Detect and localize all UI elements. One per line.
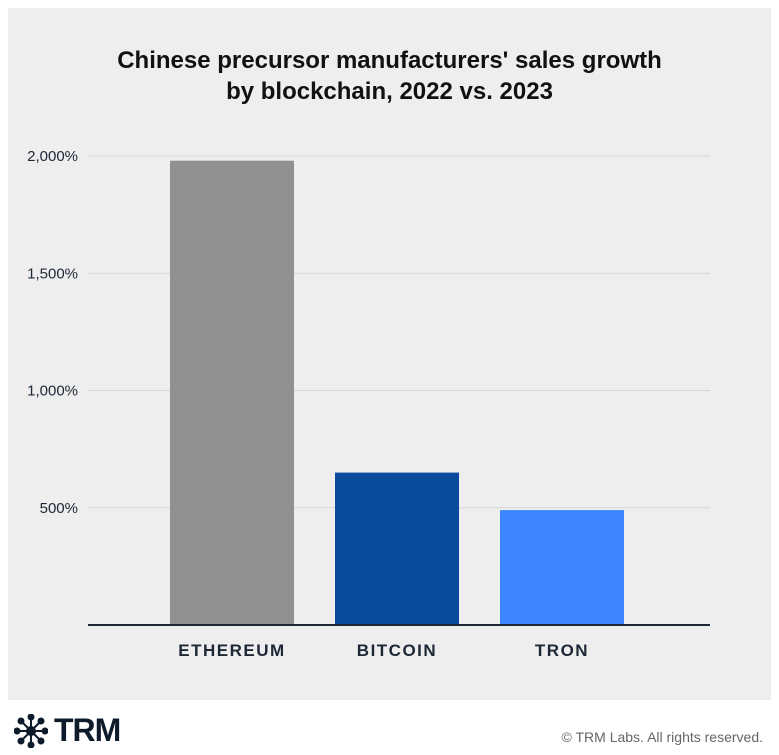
bar-tron xyxy=(500,510,624,625)
x-tick-label: TRON xyxy=(535,641,589,660)
x-tick-label: ETHEREUM xyxy=(178,641,285,660)
y-tick-label: 2,000% xyxy=(27,148,78,165)
title-line-2: by blockchain, 2022 vs. 2023 xyxy=(226,78,553,105)
y-tick-label: 500% xyxy=(40,500,78,517)
title-line-1: Chinese precursor manufacturers' sales g… xyxy=(117,47,662,74)
bar-ethereum xyxy=(170,160,294,625)
y-tick-label: 1,000% xyxy=(27,383,78,400)
copyright: © TRM Labs. All rights reserved. xyxy=(561,729,763,745)
chart-title: Chinese precursor manufacturers' sales g… xyxy=(0,45,779,107)
x-tick-label: BITCOIN xyxy=(357,641,437,660)
bar-bitcoin xyxy=(335,472,459,625)
network-icon xyxy=(14,713,48,748)
trm-logo: TRM xyxy=(14,712,121,749)
logo-text: TRM xyxy=(54,712,121,748)
y-tick-label: 1,500% xyxy=(27,265,78,282)
